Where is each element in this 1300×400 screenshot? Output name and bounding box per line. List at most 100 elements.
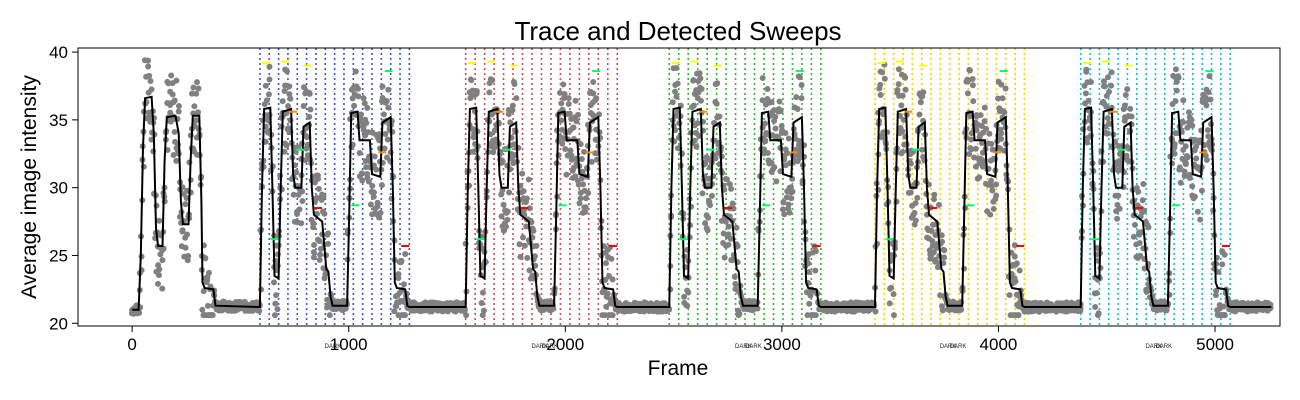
raw-point — [693, 143, 700, 150]
sweep-marker — [314, 207, 323, 210]
raw-point — [698, 85, 705, 92]
sweep-marker — [296, 148, 305, 151]
raw-point — [785, 135, 792, 142]
raw-point — [572, 173, 579, 180]
sweep-marker — [789, 151, 798, 154]
sweep-marker — [1205, 70, 1214, 73]
x-tick-label: 3000 — [763, 335, 801, 354]
raw-point — [900, 116, 907, 123]
raw-point — [988, 140, 995, 147]
raw-point — [1172, 66, 1179, 73]
raw-point — [585, 189, 592, 196]
raw-point — [1172, 98, 1179, 105]
raw-point — [182, 201, 189, 208]
raw-point — [377, 209, 384, 216]
raw-point — [702, 159, 709, 166]
raw-point — [479, 289, 486, 296]
raw-point — [147, 77, 154, 84]
sweep-marker — [1134, 207, 1143, 210]
raw-point — [993, 181, 1000, 188]
raw-point — [382, 131, 389, 138]
raw-point — [796, 74, 803, 81]
raw-point — [204, 302, 211, 309]
raw-point — [156, 217, 163, 224]
raw-point — [300, 103, 307, 110]
raw-point — [364, 104, 371, 111]
raw-point — [966, 67, 973, 74]
raw-point — [376, 131, 383, 138]
sweep-marker — [713, 64, 722, 67]
raw-point — [1115, 192, 1122, 199]
raw-point — [981, 104, 988, 111]
sweep-marker — [1109, 110, 1118, 113]
raw-point — [729, 200, 736, 207]
raw-point — [777, 108, 784, 115]
raw-point — [1186, 174, 1193, 181]
raw-point — [995, 95, 1002, 102]
sweep-markers — [262, 60, 1231, 247]
raw-point — [672, 88, 679, 95]
raw-point — [256, 307, 263, 314]
raw-point — [958, 306, 965, 313]
raw-point — [385, 104, 392, 111]
raw-point — [509, 107, 516, 114]
raw-point — [202, 254, 209, 261]
raw-point — [369, 182, 376, 189]
raw-point — [888, 284, 895, 291]
raw-point — [1085, 97, 1092, 104]
raw-point — [1176, 164, 1183, 171]
raw-point — [560, 81, 567, 88]
raw-point — [195, 85, 202, 92]
raw-point — [886, 300, 893, 307]
raw-point — [602, 276, 609, 283]
sweep-marker — [502, 148, 511, 151]
raw-point — [561, 91, 568, 98]
raw-point — [1219, 261, 1226, 268]
raw-point — [609, 312, 616, 319]
sweep-marker — [378, 151, 387, 154]
raw-point — [714, 80, 721, 87]
raw-point — [694, 120, 701, 127]
raw-point — [725, 241, 732, 248]
raw-point — [145, 63, 152, 70]
raw-point — [355, 93, 362, 100]
raw-point — [171, 128, 178, 135]
raw-point — [768, 159, 775, 166]
raw-point — [145, 57, 152, 64]
raw-point — [299, 198, 306, 205]
raw-point — [506, 189, 513, 196]
sweep-marker — [1016, 244, 1025, 247]
raw-point — [286, 83, 293, 90]
raw-point — [966, 151, 973, 158]
raw-point — [972, 145, 979, 152]
raw-point — [1205, 89, 1212, 96]
raw-point — [1100, 78, 1107, 85]
raw-point — [191, 103, 198, 110]
raw-point — [721, 254, 728, 261]
raw-point — [1125, 145, 1132, 152]
raw-point — [175, 108, 182, 115]
raw-point — [378, 182, 385, 189]
raw-point — [578, 156, 585, 163]
raw-point — [577, 141, 584, 148]
raw-point — [281, 87, 288, 94]
raw-point — [596, 111, 603, 118]
raw-point — [351, 102, 358, 109]
raw-point — [310, 249, 317, 256]
raw-point — [193, 79, 200, 86]
x-axis-label: Frame — [648, 357, 709, 380]
raw-point — [507, 119, 514, 126]
raw-point — [812, 248, 819, 255]
raw-point — [577, 195, 584, 202]
raw-point — [580, 181, 587, 188]
raw-point — [505, 111, 512, 118]
raw-point — [762, 137, 769, 144]
raw-point — [502, 223, 509, 230]
raw-point — [696, 132, 703, 139]
raw-point — [504, 216, 511, 223]
raw-point — [159, 285, 166, 292]
raw-point — [912, 200, 919, 207]
raw-point — [907, 189, 914, 196]
raw-point — [519, 170, 526, 177]
sweep-marker — [929, 207, 938, 210]
